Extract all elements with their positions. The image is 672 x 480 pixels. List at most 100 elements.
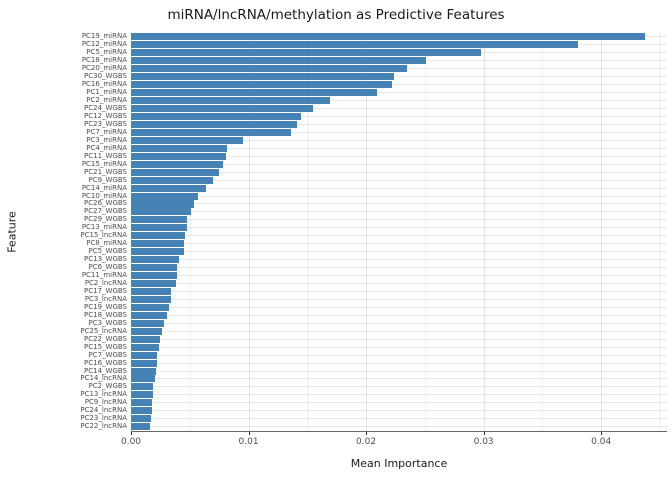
- bar-track: [131, 65, 667, 73]
- bar-row: PC14_miRNA: [0, 184, 667, 192]
- bar-track: [131, 105, 667, 113]
- importance-bar: [131, 105, 314, 113]
- x-tick-mark: [366, 432, 368, 435]
- y-tick-label: PC11_WGBS: [84, 151, 127, 160]
- importance-bar: [131, 97, 330, 105]
- importance-bar: [131, 184, 207, 192]
- bar-track: [131, 49, 667, 57]
- row-gridline: [131, 76, 667, 78]
- y-tick-label: PC15_miRNA: [81, 159, 127, 168]
- row-gridline: [131, 259, 667, 261]
- minor-gridline: [424, 33, 426, 431]
- y-tick-label: PC19_WGBS: [84, 302, 127, 311]
- bar-row: PC30_WGBS: [0, 73, 667, 81]
- y-tick-label: PC12_miRNA: [81, 40, 127, 49]
- bar-track: [131, 327, 667, 335]
- bar-row: PC17_WGBS: [0, 286, 667, 296]
- bar-track: [131, 343, 667, 351]
- row-gridline: [131, 283, 667, 285]
- bar-row: PC12_miRNA: [0, 41, 667, 49]
- y-tick-label: PC7_miRNA: [86, 127, 127, 136]
- importance-bar: [131, 192, 198, 200]
- y-tick-label: PC25_lncRNA: [80, 326, 127, 335]
- bar-track: [131, 256, 667, 264]
- bar-track: [131, 89, 667, 97]
- row-gridline: [131, 410, 667, 412]
- bar-track: [131, 240, 667, 248]
- bar-track: [131, 351, 667, 359]
- row-gridline: [131, 362, 667, 364]
- bar-track: [131, 311, 667, 319]
- y-tick-label: PC17_WGBS: [84, 286, 127, 295]
- chart-title: miRNA/lncRNA/methylation as Predictive F…: [167, 7, 505, 23]
- importance-bar: [131, 311, 168, 319]
- importance-bar: [131, 49, 482, 57]
- x-tick-mark: [131, 432, 132, 435]
- bar-track: [131, 280, 667, 288]
- bar-row: PC13_WGBS: [0, 256, 667, 264]
- row-gridline: [131, 346, 667, 348]
- y-tick-label: PC23_lncRNA: [80, 414, 127, 423]
- importance-bar: [131, 375, 155, 383]
- importance-bar: [131, 399, 153, 407]
- importance-bar: [131, 208, 191, 216]
- y-tick-label: PC14_WGBS: [84, 366, 127, 375]
- bar-track: [131, 57, 667, 65]
- row-gridline: [131, 163, 667, 165]
- bar-track: [131, 367, 667, 375]
- y-tick-label: PC8_miRNA: [86, 239, 127, 248]
- bar-row: PC14_lncRNA: [0, 375, 667, 383]
- minor-gridline: [542, 33, 544, 431]
- row-gridline: [131, 155, 667, 157]
- y-tick-label: PC3_miRNA: [86, 135, 127, 144]
- row-gridline: [131, 314, 667, 316]
- importance-bar: [131, 41, 578, 49]
- y-tick-label: PC19_miRNA: [81, 32, 127, 41]
- importance-bar: [131, 73, 395, 81]
- bar-row: PC8_miRNA: [0, 240, 667, 248]
- importance-bar: [131, 295, 171, 303]
- x-axis-title: Mean Importance: [350, 457, 448, 470]
- y-tick-label: PC26_WGBS: [84, 199, 127, 208]
- bar-row: PC3_miRNA: [0, 136, 667, 144]
- bar-track: [131, 184, 667, 192]
- minor-gridline: [189, 33, 191, 431]
- x-tick-mark: [601, 432, 603, 435]
- bar-track: [131, 81, 667, 89]
- importance-bar: [131, 232, 186, 240]
- row-gridline: [131, 116, 667, 117]
- bar-row: PC23_lncRNA: [0, 415, 667, 423]
- y-tick-label: PC22_WGBS: [84, 334, 127, 343]
- row-gridline: [131, 219, 667, 221]
- row-gridline: [131, 195, 667, 197]
- importance-bar: [131, 200, 195, 208]
- row-gridline: [131, 418, 667, 420]
- bar-track: [131, 208, 667, 216]
- y-tick-label: PC3_WGBS: [88, 318, 127, 327]
- importance-bar: [131, 407, 153, 415]
- bar-row: PC3_lncRNA: [0, 295, 667, 303]
- importance-bar: [131, 128, 291, 136]
- y-tick-label: PC4_miRNA: [86, 143, 127, 152]
- importance-bar: [131, 367, 156, 375]
- y-tick-label: PC18_miRNA: [81, 56, 127, 65]
- row-gridline: [131, 100, 667, 102]
- y-tick-label: PC9_lncRNA: [84, 398, 127, 407]
- bar-track: [131, 399, 667, 407]
- bar-row: PC18_WGBS: [0, 311, 667, 319]
- importance-bar: [131, 33, 645, 41]
- importance-bar: [131, 144, 228, 152]
- minor-gridline: [307, 33, 309, 431]
- bar-row: PC11_miRNA: [0, 272, 667, 280]
- row-gridline: [131, 243, 667, 245]
- bar-row: PC11_WGBS: [0, 152, 667, 160]
- bar-track: [131, 264, 667, 272]
- bar-track: [131, 248, 667, 256]
- bar-track: [131, 391, 667, 399]
- bar-row: PC14_WGBS: [0, 367, 667, 375]
- bar-row: PC24_lncRNA: [0, 407, 667, 415]
- x-tick-label: 0.02: [356, 437, 377, 447]
- importance-bar: [131, 303, 169, 311]
- importance-bar: [131, 89, 377, 97]
